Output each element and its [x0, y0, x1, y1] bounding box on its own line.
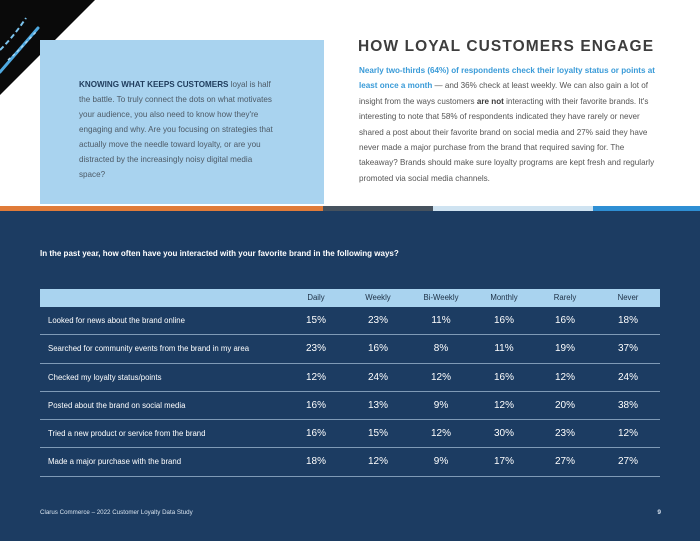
- table-cell: 24%: [367, 371, 388, 383]
- intro-callout-box: KNOWING WHAT KEEPS CUSTOMERS loyal is ha…: [40, 40, 324, 204]
- table-cell: 9%: [433, 399, 449, 411]
- color-stripe-pale-blue: [433, 206, 593, 211]
- table-cell: 23%: [554, 428, 575, 440]
- table-cell: 11%: [431, 315, 451, 326]
- table-cell: 15%: [305, 315, 326, 326]
- row-label: Looked for news about the brand online: [48, 316, 185, 325]
- table-cell: 11%: [494, 343, 514, 355]
- column-header-daily: Daily: [307, 293, 325, 302]
- column-header-rarely: Rarely: [553, 293, 577, 302]
- color-stripe-blue: [593, 206, 700, 211]
- table-cell: 16%: [305, 399, 326, 411]
- table-row: Checked my loyalty status/points 12% 24%…: [40, 364, 660, 392]
- section-title: HOW LOYAL CUSTOMERS ENGAGE: [358, 38, 655, 55]
- color-stripe-charcoal: [323, 206, 433, 211]
- table-cell: 16%: [367, 343, 388, 355]
- table-cell: 37%: [617, 343, 638, 355]
- table-cell: 16%: [493, 371, 514, 383]
- table-cell: 12%: [617, 428, 638, 440]
- table-row: Made a major purchase with the brand 18%…: [40, 448, 660, 477]
- article-part-1: — and 36% check at least weekly. We can …: [359, 81, 648, 106]
- table-cell: 24%: [617, 371, 638, 383]
- highlight-stat: Nearly two-thirds (64%) of respondents c…: [359, 66, 655, 91]
- table-cell: 12%: [305, 371, 326, 383]
- table-cell: 12%: [554, 371, 575, 383]
- table-row: Posted about the brand on social media 1…: [40, 392, 660, 421]
- table-row: Tried a new product or service from the …: [40, 420, 660, 449]
- survey-panel: In the past year, how often have you int…: [0, 211, 700, 541]
- row-label: Posted about the brand on social media: [48, 400, 186, 410]
- table-cell: 12%: [430, 371, 451, 383]
- column-header-monthly: Monthly: [490, 293, 518, 302]
- table-cell: 16%: [493, 315, 514, 326]
- column-header-weekly: Weekly: [365, 293, 391, 302]
- table-row: Looked for news about the brand online 1…: [40, 307, 660, 336]
- table-cell: 16%: [305, 428, 326, 440]
- article-paragraph: Nearly two-thirds (64%) of respondents c…: [359, 63, 659, 186]
- table-cell: 15%: [367, 428, 388, 440]
- page-number: 9: [657, 509, 661, 516]
- table-row: Searched for community events from the b…: [40, 335, 660, 364]
- table-cell: 13%: [367, 399, 388, 411]
- table-cell: 16%: [554, 315, 575, 326]
- column-header-never: Never: [617, 293, 639, 302]
- row-label: Searched for community events from the b…: [48, 344, 250, 354]
- table-cell: 12%: [430, 428, 451, 440]
- survey-question: In the past year, how often have you int…: [40, 249, 399, 258]
- table-header: Daily Weekly Bi-Weekly Monthly Rarely Ne…: [40, 289, 660, 307]
- footer-source: Clarus Commerce – 2022 Customer Loyalty …: [40, 509, 193, 516]
- table-cell: 27%: [617, 456, 638, 468]
- table-cell: 20%: [554, 399, 575, 411]
- table-cell: 23%: [305, 343, 326, 355]
- row-label: Tried a new product or service from the …: [48, 429, 206, 439]
- table-cell: 27%: [554, 456, 575, 468]
- color-stripe-orange: [0, 206, 323, 211]
- table-cell: 18%: [305, 456, 326, 468]
- survey-table: Daily Weekly Bi-Weekly Monthly Rarely Ne…: [40, 289, 660, 477]
- top-section: KNOWING WHAT KEEPS CUSTOMERS loyal is ha…: [0, 0, 700, 206]
- intro-callout-text: KNOWING WHAT KEEPS CUSTOMERS loyal is ha…: [79, 77, 279, 182]
- table-cell: 8%: [433, 343, 449, 355]
- intro-body: loyal is half the battle. To truly conne…: [79, 80, 273, 179]
- table-cell: 23%: [367, 315, 388, 326]
- table-cell: 19%: [554, 343, 575, 355]
- table-cell: 17%: [493, 456, 514, 468]
- table-cell: 12%: [493, 399, 514, 411]
- table-cell: 30%: [493, 428, 514, 440]
- article-emphasis: are not: [476, 96, 504, 106]
- intro-lead: KNOWING WHAT KEEPS CUSTOMERS: [79, 80, 229, 89]
- article-part-2: interacting with their favorite brands. …: [359, 96, 655, 183]
- row-label: Checked my loyalty status/points: [48, 372, 162, 382]
- table-cell: 9%: [433, 456, 449, 468]
- row-label: Made a major purchase with the brand: [48, 457, 182, 467]
- column-header-bi-weekly: Bi-Weekly: [423, 293, 459, 302]
- table-cell: 18%: [617, 315, 638, 326]
- table-cell: 38%: [617, 399, 638, 411]
- table-cell: 12%: [367, 456, 388, 468]
